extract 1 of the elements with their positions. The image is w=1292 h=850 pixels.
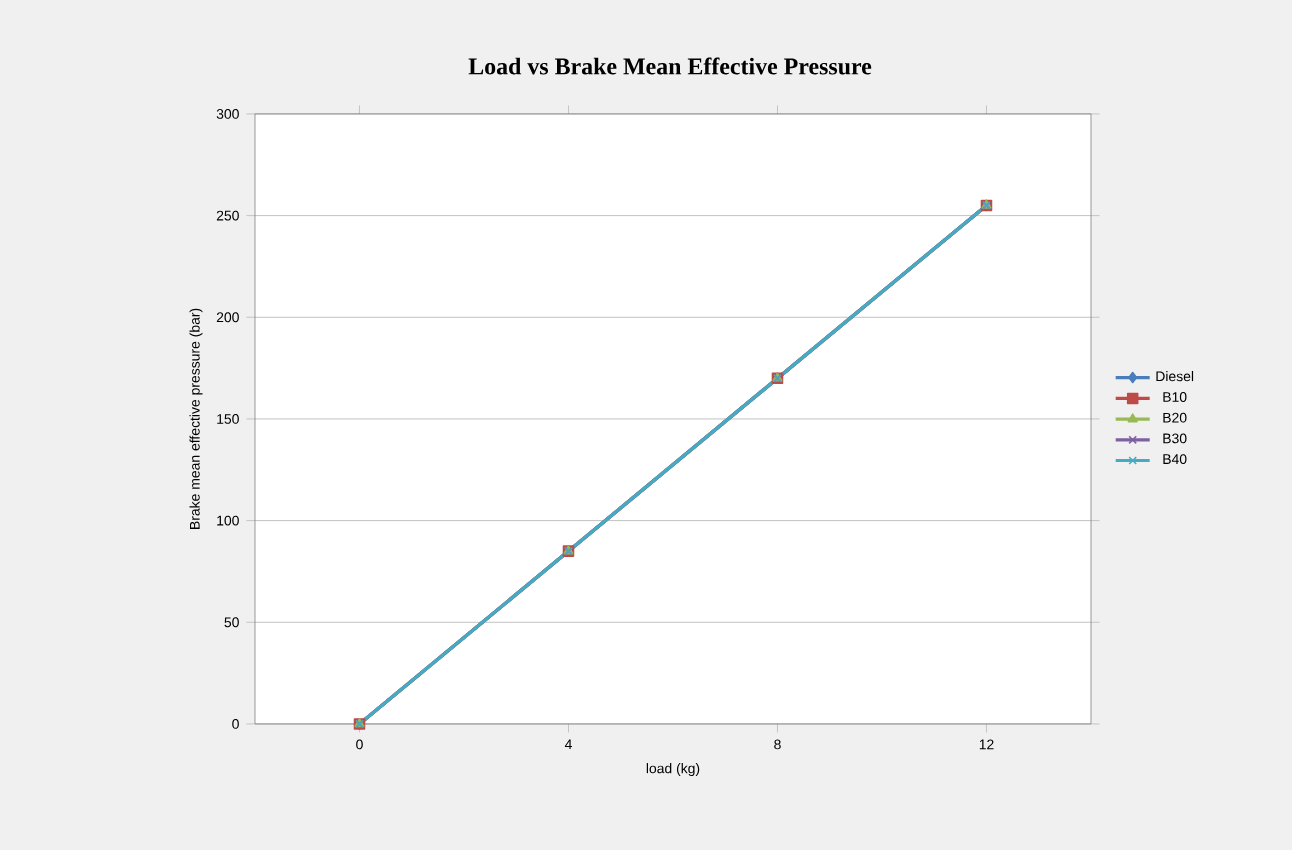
chart-title: Load vs Brake Mean Effective Pressure bbox=[468, 57, 872, 75]
